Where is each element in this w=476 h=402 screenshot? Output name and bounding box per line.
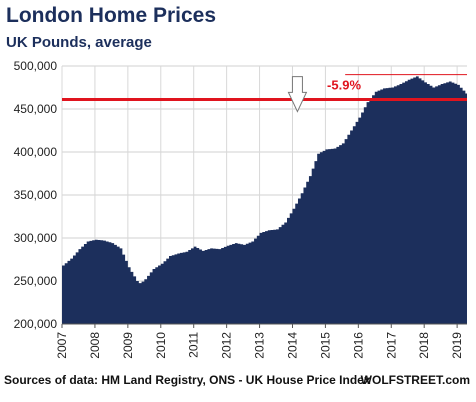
decline-label: -5.9% — [327, 78, 361, 93]
area-fill — [62, 76, 467, 324]
x-tick-label: 2011 — [187, 332, 201, 358]
x-tick-label: 2015 — [318, 332, 332, 359]
x-tick-label: 2010 — [154, 332, 168, 359]
chart-title: London Home Prices — [6, 4, 217, 27]
area-series — [62, 76, 467, 324]
x-tick-label: 2008 — [88, 332, 102, 359]
y-axis: 200,000 250,000 300,000 350,000 400,000 450,0… — [14, 59, 58, 331]
x-tick-label: 2016 — [351, 332, 365, 359]
y-tick-label: 200,000 — [14, 317, 58, 331]
down-arrow-icon — [287, 76, 308, 113]
x-tick-label: 2009 — [121, 332, 135, 359]
y-tick-label: 250,000 — [14, 274, 58, 288]
chart-subtitle: UK Pounds, average — [6, 34, 152, 51]
brand-label: WOLFSTREET.com — [360, 373, 470, 387]
x-tick-label: 2014 — [285, 332, 299, 359]
x-tick-label: 2019 — [450, 332, 464, 359]
source-note: Sources of data: HM Land Registry, ONS -… — [4, 373, 371, 387]
x-tick-label: 2013 — [253, 332, 267, 359]
y-tick-label: 300,000 — [14, 231, 58, 245]
y-tick-label: 400,000 — [14, 145, 58, 159]
x-axis: 2007 2008 2009 2010 2011 2012 2013 2014 2015 2016… — [55, 323, 467, 359]
y-tick-label: 500,000 — [14, 59, 58, 73]
decline-annotation: -5.9% — [62, 74, 467, 113]
x-tick-label: 2007 — [55, 332, 69, 359]
x-tick-label: 2012 — [220, 332, 234, 359]
y-tick-label: 350,000 — [14, 188, 58, 202]
y-tick-label: 450,000 — [14, 102, 58, 116]
x-tick-label: 2018 — [417, 332, 431, 359]
x-tick-label: 2017 — [384, 332, 398, 359]
